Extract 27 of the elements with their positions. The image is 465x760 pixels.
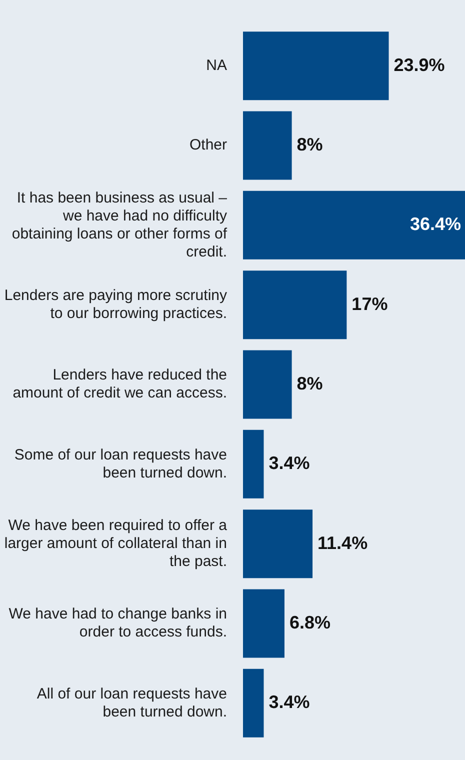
y-tick-label: We have had to change banks in order to access funds. <box>8 606 227 641</box>
data-label: 8% <box>296 373 323 394</box>
data-label: 36.4% <box>410 214 461 234</box>
data-label: 17% <box>352 294 388 314</box>
y-tick-label: Lenders have reduced the amount of credit we can access. <box>12 366 227 402</box>
bar <box>243 510 313 578</box>
bar <box>243 32 389 100</box>
bar <box>243 430 264 498</box>
bar <box>243 668 264 738</box>
y-tick-label: We have been required to offer a larger amount of collateral than in the past. <box>4 516 228 570</box>
bar <box>243 589 284 658</box>
data-label: 3.4% <box>268 692 310 712</box>
y-tick-label: All of our loan requests have been turned down. <box>36 685 227 720</box>
bar <box>243 350 292 419</box>
data-label: 8% <box>296 134 323 154</box>
y-tick-label: NA <box>206 56 227 74</box>
data-label: 3.4% <box>268 453 310 474</box>
data-label: 23.9% <box>394 54 445 75</box>
data-label: 11.4% <box>318 532 368 553</box>
y-tick-label: It has been business as usual – we have had no difficulty obtaining loans or other forms of credit. <box>12 189 228 260</box>
bar <box>243 111 292 180</box>
data-label: 6.8% <box>289 612 331 632</box>
bar <box>243 270 347 340</box>
y-tick-label: Lenders are paying more scrutiny to our borrowing practices. <box>4 286 228 322</box>
bar <box>243 190 465 260</box>
y-tick-label: Some of our loan requests have been turned down. <box>14 446 227 482</box>
y-tick-label: Other <box>189 136 228 154</box>
